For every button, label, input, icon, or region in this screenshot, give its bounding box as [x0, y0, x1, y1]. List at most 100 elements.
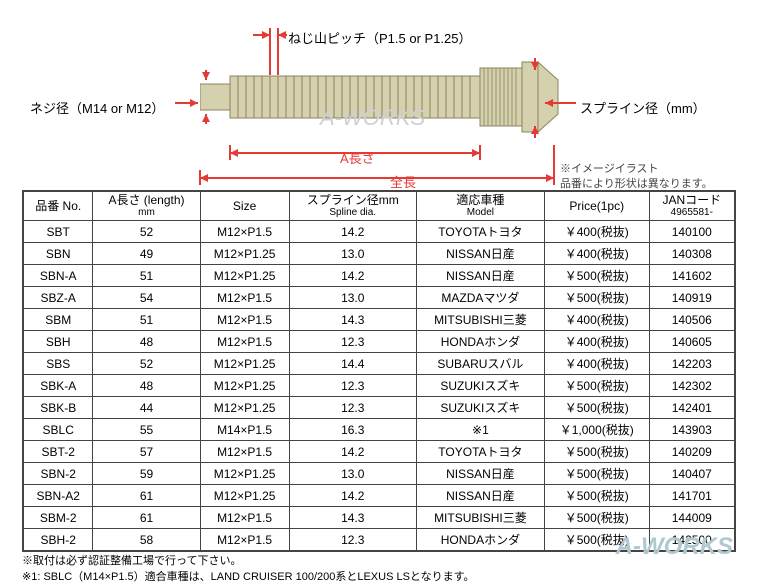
pitch-label: ねじ山ピッチ（P1.5 or P1.25）: [288, 28, 472, 47]
table-cell: SBS: [23, 353, 93, 375]
table-cell: MITSUBISHI三菱: [416, 507, 544, 529]
table-cell: ￥500(税抜): [544, 463, 649, 485]
table-row: SBH-258M12×P1.512.3HONDAホンダ￥500(税抜)14250…: [23, 529, 735, 552]
table-row: SBN-A51M12×P1.2514.2NISSAN日産￥500(税抜)1416…: [23, 265, 735, 287]
table-cell: 12.3: [289, 529, 416, 552]
table-cell: M12×P1.5: [200, 221, 289, 243]
spline-dia-label: スプライン径（mm）: [580, 98, 706, 117]
table-cell: SBT-2: [23, 441, 93, 463]
table-cell: HONDAホンダ: [416, 331, 544, 353]
header-length: A長さ (length)mm: [93, 191, 200, 221]
table-cell: SBZ-A: [23, 287, 93, 309]
table-cell: 13.0: [289, 287, 416, 309]
table-cell: 52: [93, 221, 200, 243]
table-row: SBH48M12×P1.512.3HONDAホンダ￥400(税抜)140605: [23, 331, 735, 353]
table-cell: M12×P1.25: [200, 265, 289, 287]
header-price: Price(1pc): [544, 191, 649, 221]
table-cell: 48: [93, 375, 200, 397]
table-cell: 140407: [649, 463, 735, 485]
a-length-label: A長さ: [340, 148, 375, 167]
table-cell: SBN-2: [23, 463, 93, 485]
table-cell: 142203: [649, 353, 735, 375]
table-cell: NISSAN日産: [416, 265, 544, 287]
header-jan: JANコード4965581-: [649, 191, 735, 221]
table-row: SBK-A48M12×P1.2512.3SUZUKIスズキ￥500(税抜)142…: [23, 375, 735, 397]
table-cell: 140506: [649, 309, 735, 331]
neji-dia-label: ネジ径（M14 or M12）: [30, 98, 164, 117]
table-cell: ※1: [416, 419, 544, 441]
spec-table-area: 品番 No. A長さ (length)mm Size スプライン径mmSplin…: [0, 190, 758, 552]
table-row: SBS52M12×P1.2514.4SUBARUスバル￥400(税抜)14220…: [23, 353, 735, 375]
table-cell: M12×P1.25: [200, 353, 289, 375]
table-cell: 49: [93, 243, 200, 265]
table-cell: SBN-A: [23, 265, 93, 287]
table-cell: 14.2: [289, 441, 416, 463]
table-row: SBT-257M12×P1.514.2TOYOTAトヨタ￥500(税抜)1402…: [23, 441, 735, 463]
table-cell: 51: [93, 265, 200, 287]
table-cell: TOYOTAトヨタ: [416, 441, 544, 463]
table-cell: M12×P1.5: [200, 287, 289, 309]
table-cell: SBN: [23, 243, 93, 265]
table-cell: MAZDAマツダ: [416, 287, 544, 309]
table-cell: 140605: [649, 331, 735, 353]
table-cell: ￥400(税抜): [544, 221, 649, 243]
table-cell: 16.3: [289, 419, 416, 441]
table-cell: M12×P1.25: [200, 485, 289, 507]
table-cell: M12×P1.25: [200, 243, 289, 265]
table-cell: 14.2: [289, 485, 416, 507]
table-cell: 59: [93, 463, 200, 485]
table-row: SBM51M12×P1.514.3MITSUBISHI三菱￥400(税抜)140…: [23, 309, 735, 331]
table-cell: 143903: [649, 419, 735, 441]
table-row: SBK-B44M12×P1.2512.3SUZUKIスズキ￥500(税抜)142…: [23, 397, 735, 419]
table-cell: 14.3: [289, 507, 416, 529]
table-cell: 51: [93, 309, 200, 331]
table-header-row: 品番 No. A長さ (length)mm Size スプライン径mmSplin…: [23, 191, 735, 221]
table-cell: 140100: [649, 221, 735, 243]
table-cell: 140919: [649, 287, 735, 309]
full-length-label: 全長: [390, 172, 416, 191]
header-spline: スプライン径mmSpline dia.: [289, 191, 416, 221]
table-cell: 12.3: [289, 375, 416, 397]
table-cell: ￥400(税抜): [544, 243, 649, 265]
table-cell: 12.3: [289, 331, 416, 353]
table-cell: ￥500(税抜): [544, 287, 649, 309]
table-cell: SBLC: [23, 419, 93, 441]
table-cell: 55: [93, 419, 200, 441]
table-row: SBM-261M12×P1.514.3MITSUBISHI三菱￥500(税抜)1…: [23, 507, 735, 529]
table-cell: M14×P1.5: [200, 419, 289, 441]
table-cell: NISSAN日産: [416, 243, 544, 265]
table-cell: 57: [93, 441, 200, 463]
table-cell: 14.4: [289, 353, 416, 375]
table-cell: 142302: [649, 375, 735, 397]
table-cell: M12×P1.25: [200, 463, 289, 485]
footnotes: ※取付は必ず認証整備工場で行って下さい。 ※1: SBLC（M14×P1.5）適…: [0, 552, 758, 587]
table-cell: NISSAN日産: [416, 485, 544, 507]
diagram-area: A-WORKS: [0, 0, 758, 190]
table-row: SBN-259M12×P1.2513.0NISSAN日産￥500(税抜)1404…: [23, 463, 735, 485]
table-cell: ￥500(税抜): [544, 375, 649, 397]
table-cell: 12.3: [289, 397, 416, 419]
table-cell: 140209: [649, 441, 735, 463]
table-cell: ￥500(税抜): [544, 507, 649, 529]
table-cell: NISSAN日産: [416, 463, 544, 485]
table-cell: ￥500(税抜): [544, 397, 649, 419]
table-cell: HONDAホンダ: [416, 529, 544, 552]
spec-table: 品番 No. A長さ (length)mm Size スプライン径mmSplin…: [22, 190, 736, 552]
table-cell: SBT: [23, 221, 93, 243]
table-cell: SBH: [23, 331, 93, 353]
table-cell: 13.0: [289, 243, 416, 265]
table-cell: SBK-B: [23, 397, 93, 419]
table-cell: ￥400(税抜): [544, 353, 649, 375]
table-row: SBT52M12×P1.514.2TOYOTAトヨタ￥400(税抜)140100: [23, 221, 735, 243]
table-cell: M12×P1.25: [200, 397, 289, 419]
table-cell: 144009: [649, 507, 735, 529]
table-cell: 54: [93, 287, 200, 309]
table-cell: TOYOTAトヨタ: [416, 221, 544, 243]
table-cell: M12×P1.25: [200, 375, 289, 397]
table-row: SBLC55M14×P1.516.3※1￥1,000(税抜)143903: [23, 419, 735, 441]
table-cell: ￥500(税抜): [544, 265, 649, 287]
table-row: SBN49M12×P1.2513.0NISSAN日産￥400(税抜)140308: [23, 243, 735, 265]
table-cell: ￥500(税抜): [544, 529, 649, 552]
header-no: 品番 No.: [23, 191, 93, 221]
table-cell: 140308: [649, 243, 735, 265]
